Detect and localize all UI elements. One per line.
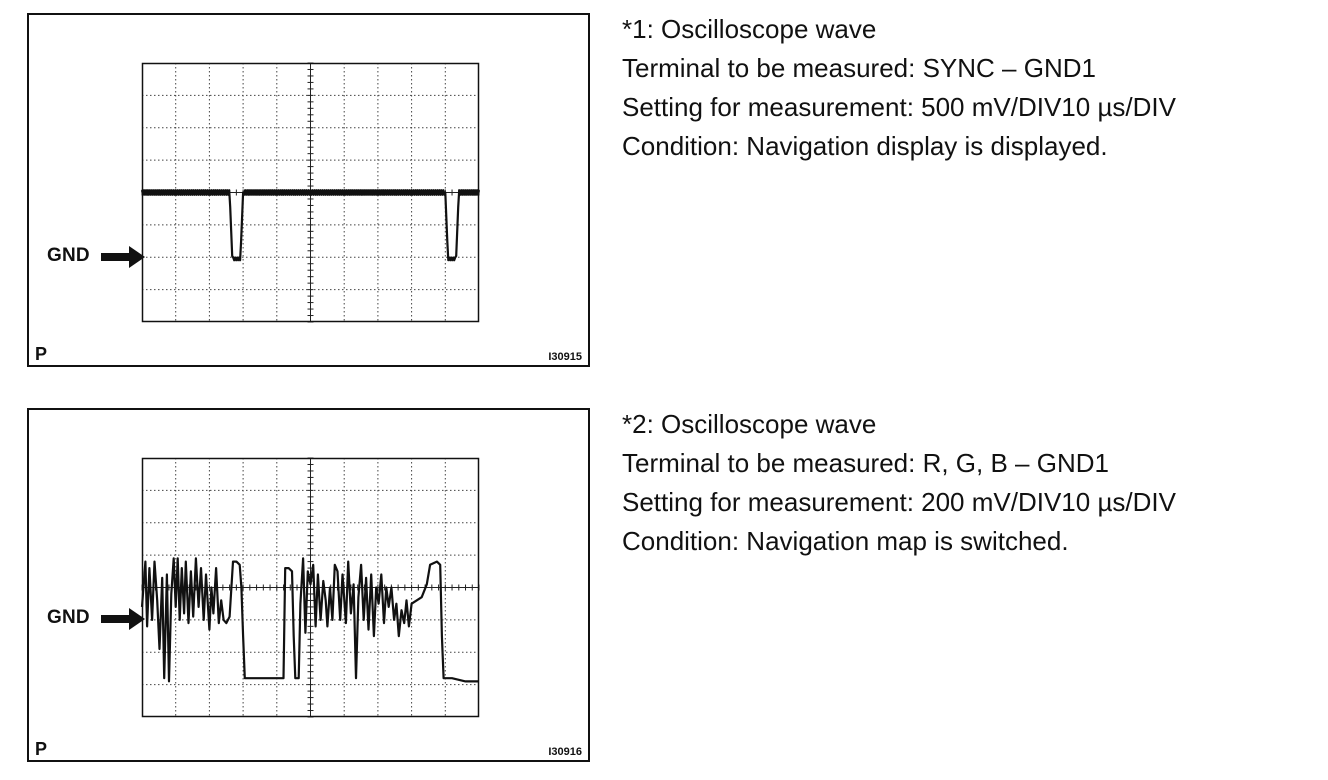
caption-condition: Condition: Navigation display is display…: [622, 131, 1108, 161]
caption-terminal: Terminal to be measured: SYNC – GND1: [622, 53, 1096, 83]
scope-panel-1: GND P I30915: [27, 13, 590, 367]
caption-terminal: Terminal to be measured: R, G, B – GND1: [622, 448, 1109, 478]
caption-heading: *2: Oscilloscope wave: [622, 409, 877, 439]
waveform-trace: [140, 557, 479, 683]
caption-setting: Setting for measurement: 200 mV/DIV10 µs…: [622, 487, 1176, 517]
gnd-label: GND: [47, 607, 90, 628]
figure-id: I30915: [548, 351, 582, 363]
oscilloscope-screen-1: [140, 62, 481, 323]
figure-id: I30916: [548, 746, 582, 758]
caption-setting: Setting for measurement: 500 mV/DIV10 µs…: [622, 92, 1176, 122]
caption-condition: Condition: Navigation map is switched.: [622, 526, 1069, 556]
corner-label: P: [35, 344, 48, 364]
caption-heading: *1: Oscilloscope wave: [622, 14, 877, 44]
gnd-label: GND: [47, 245, 90, 266]
oscilloscope-screen-2: [140, 457, 480, 718]
right-arrow-icon: [101, 246, 145, 268]
corner-label: P: [35, 739, 48, 759]
scope-panel-2: GND P I30916: [27, 408, 590, 762]
caption-2: *2: Oscilloscope wave Terminal to be mea…: [622, 405, 1176, 561]
right-arrow-icon: [101, 608, 145, 630]
waveform-trace: [140, 189, 481, 262]
caption-1: *1: Oscilloscope wave Terminal to be mea…: [622, 10, 1176, 166]
